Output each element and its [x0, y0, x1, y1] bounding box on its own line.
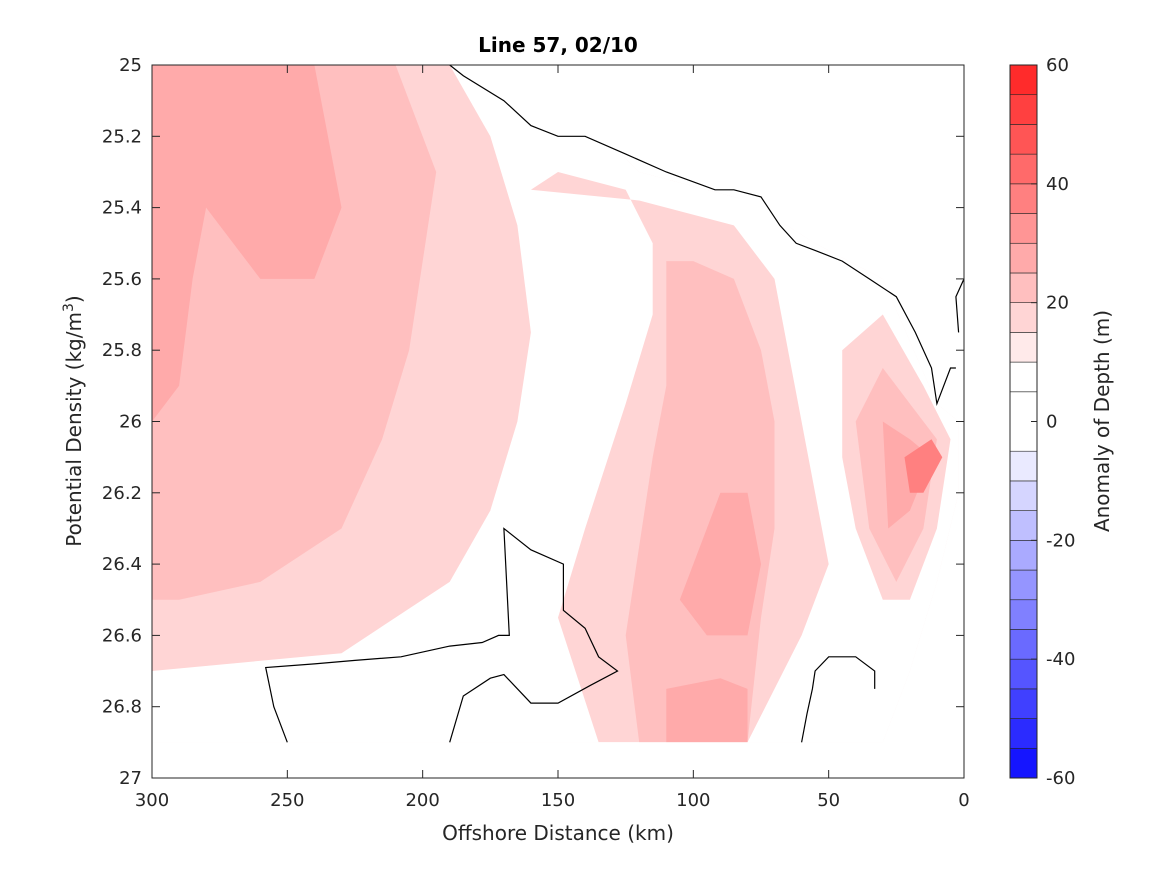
colorbar-segment-4 — [1009, 658, 1038, 690]
y-tick-label-0: 25 — [119, 55, 142, 76]
colorbar-tick-label-5: -40 — [1046, 649, 1075, 670]
colorbar-segment-13 — [1009, 361, 1038, 393]
x-tick-label-5: 50 — [817, 790, 840, 811]
colorbar-segment-5 — [1009, 629, 1038, 660]
y-tick-label-2: 25.4 — [102, 198, 142, 219]
y-tick-label-4: 25.8 — [102, 340, 142, 361]
zero-contour-lines — [264, 65, 964, 743]
y-axis-label-superscript: 3 — [61, 303, 77, 312]
colorbar-segment-3 — [1009, 688, 1038, 719]
colorbar-tick-label-2: 20 — [1046, 293, 1069, 314]
colorbar-segment-1 — [1009, 747, 1038, 779]
colorbar-tick-label-6: -60 — [1046, 768, 1075, 789]
x-tick-label-4: 100 — [676, 790, 710, 811]
y-tick-label-8: 26.6 — [102, 625, 142, 646]
colorbar-segment-15 — [1009, 302, 1038, 333]
y-axis-label: Potential Density (kg/m3) — [61, 295, 86, 546]
x-axis-ticks: 300 250 200 150 100 50 0 — [135, 65, 970, 811]
colorbar-segment-10 — [1009, 480, 1038, 511]
colorbar-tick-label-0: 60 — [1046, 55, 1069, 76]
colorbar: 60 40 20 0 -20 -40 -60 — [1009, 55, 1075, 789]
colorbar-segment-16 — [1009, 272, 1038, 303]
contour-region-14 — [679, 492, 761, 636]
colorbar-segment-20 — [1009, 153, 1038, 185]
x-axis-label: Offshore Distance (km) — [442, 821, 674, 845]
contour-fills — [152, 65, 964, 778]
y-tick-label-5: 26 — [119, 412, 142, 433]
zero-contour-line-1 — [955, 278, 964, 333]
colorbar-segment-23 — [1009, 64, 1038, 96]
y-tick-label-1: 25.2 — [102, 126, 142, 147]
y-axis-ticks: 25 25.2 25.4 25.6 25.8 26 26.2 26.4 26.6 26.8 27 — [102, 55, 964, 789]
colorbar-segment-17 — [1009, 242, 1038, 274]
colorbar-segment-18 — [1009, 213, 1038, 244]
zero-contour-line-2 — [264, 527, 619, 743]
contour-region-4 — [801, 653, 883, 743]
y-tick-label-6: 26.2 — [102, 483, 142, 504]
colorbar-segment-14 — [1009, 332, 1038, 363]
colorbar-segment-7 — [1009, 569, 1038, 601]
colorbar-segment-9 — [1009, 510, 1038, 541]
colorbar-tick-label-1: 40 — [1046, 174, 1069, 195]
contour-region-5 — [314, 678, 450, 743]
y-tick-label-7: 26.4 — [102, 554, 142, 575]
colorbar-segment-19 — [1009, 183, 1038, 214]
no-data-region-1 — [152, 742, 964, 778]
x-tick-label-0: 300 — [135, 790, 169, 811]
contour-region-17 — [904, 439, 943, 493]
colorbar-tick-label-4: -20 — [1046, 530, 1075, 551]
colorbar-segment-21 — [1009, 124, 1038, 155]
y-axis-label-close: ) — [62, 295, 86, 303]
contour-region-13 — [152, 65, 342, 422]
colorbar-ticks: 60 40 20 0 -20 -40 -60 — [1031, 55, 1075, 789]
no-data-region-0 — [449, 65, 964, 386]
colorbar-segment-8 — [1009, 540, 1038, 571]
colorbar-tick-label-3: 0 — [1046, 412, 1057, 433]
y-tick-label-9: 26.8 — [102, 697, 142, 718]
plot-area: 300 250 200 150 100 50 0 2525.225.425.625.8262… — [102, 55, 970, 811]
contour-region-6 — [517, 667, 586, 686]
colorbar-segments — [1009, 64, 1038, 779]
colorbar-label: Anomaly of Depth (m) — [1090, 310, 1114, 532]
x-tick-label-2: 200 — [405, 790, 439, 811]
x-tick-label-1: 250 — [270, 790, 304, 811]
colorbar-segment-22 — [1009, 94, 1038, 125]
colorbar-segment-2 — [1009, 718, 1038, 749]
contour-region-18 — [449, 65, 964, 351]
x-tick-label-3: 150 — [541, 790, 575, 811]
y-tick-label-10: 27 — [119, 768, 142, 789]
colorbar-segment-11 — [1009, 450, 1038, 482]
contour-region-15 — [666, 678, 748, 743]
colorbar-segment-6 — [1009, 599, 1038, 630]
x-tick-label-6: 0 — [958, 790, 969, 811]
y-axis-label-main: Potential Density (kg/m — [62, 312, 86, 547]
zero-contour-line-3 — [801, 656, 876, 743]
chart-title: Line 57, 02/10 — [478, 33, 638, 57]
zero-contour-line-0 — [449, 65, 956, 407]
y-tick-label-3: 25.6 — [102, 269, 142, 290]
